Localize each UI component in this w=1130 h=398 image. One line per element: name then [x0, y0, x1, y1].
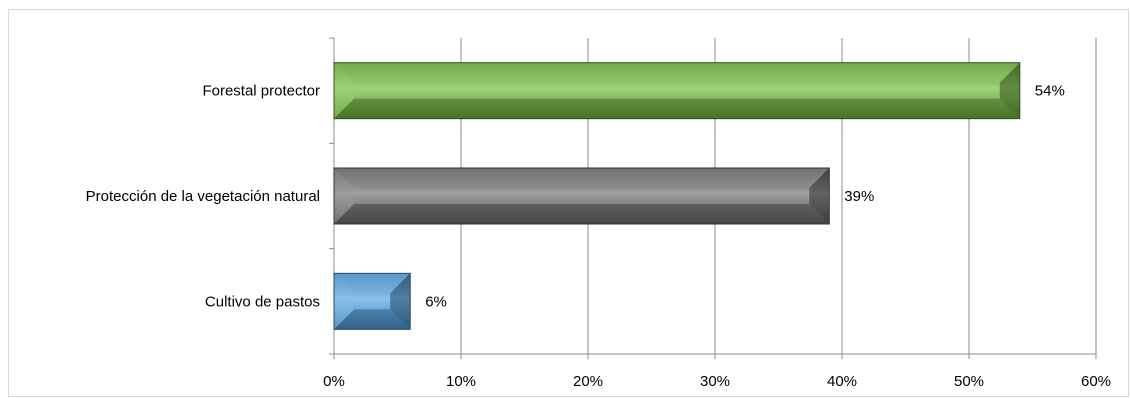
bar-bevel-right — [999, 62, 1020, 119]
bar-bevel-right — [390, 273, 411, 330]
bar-bevel-top — [334, 273, 411, 294]
x-tick-label: 60% — [1081, 373, 1111, 390]
bar-3 — [333, 272, 411, 330]
x-tick-label: 30% — [700, 373, 730, 390]
data-label: 6% — [425, 293, 447, 310]
labels: 0% 10% 20% 30% 40% 50% 60% Forestal protector 54… — [86, 83, 1111, 390]
x-tick-label: 40% — [827, 373, 857, 390]
bar-outline — [333, 62, 1021, 120]
bar-bevel-left — [334, 168, 354, 224]
data-label: 54% — [1035, 83, 1065, 100]
bar-bevel-bottom — [334, 309, 411, 330]
bar-bevel-top — [334, 168, 830, 188]
bar-bevel-top — [334, 62, 1020, 83]
x-tick-label: 10% — [446, 373, 476, 390]
bars — [333, 62, 1021, 330]
bar-outline — [333, 167, 830, 225]
x-tick-label: 50% — [954, 373, 984, 390]
category-label: Forestal protector — [202, 83, 320, 100]
bar-1 — [333, 62, 1021, 120]
x-tick-label: 0% — [323, 373, 345, 390]
x-tick-label: 20% — [573, 373, 603, 390]
bar-bevel-left — [334, 273, 354, 330]
bar-bevel-right — [809, 168, 830, 224]
bar-2 — [333, 167, 830, 225]
bar-bevel-bottom — [334, 204, 830, 224]
bar-outline — [333, 272, 411, 330]
bar-bevel-bottom — [334, 98, 1020, 119]
data-label: 39% — [844, 188, 874, 205]
category-label: Protección de la vegetación natural — [86, 188, 320, 205]
bar-bevel-left — [334, 62, 354, 119]
category-label: Cultivo de pastos — [205, 293, 320, 310]
